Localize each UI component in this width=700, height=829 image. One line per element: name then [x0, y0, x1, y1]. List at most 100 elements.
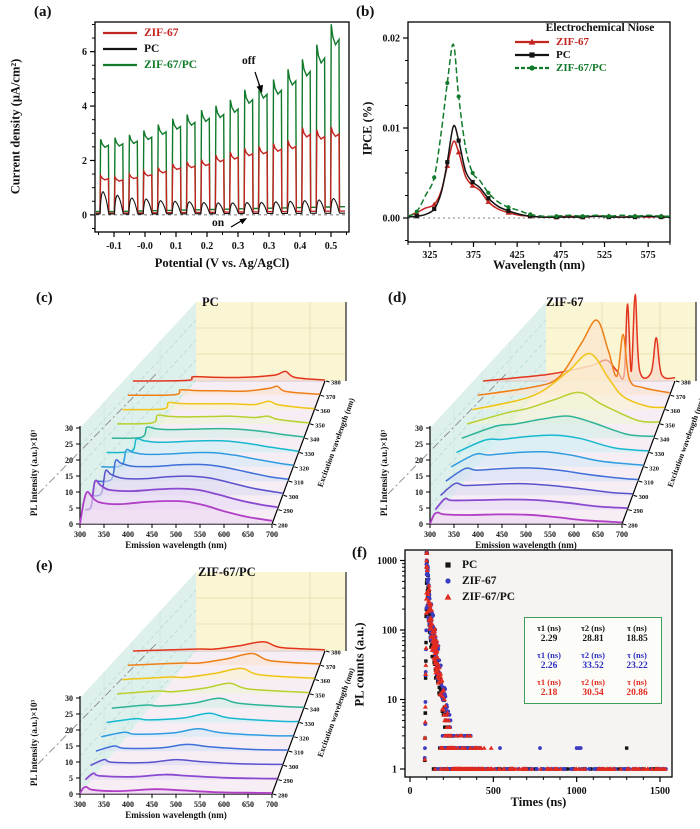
- svg-text:15: 15: [415, 472, 423, 481]
- panel-b: 325 375 425 475 525 575 0.00 0.01 0.02 (b) Elect…: [350, 0, 700, 288]
- svg-text:0.2: 0.2: [201, 241, 214, 252]
- svg-text:0.01: 0.01: [383, 124, 401, 135]
- svg-text:340: 340: [310, 437, 320, 444]
- svg-text:550: 550: [194, 800, 206, 809]
- svg-text:650: 650: [242, 800, 254, 809]
- svg-text:20: 20: [415, 456, 423, 465]
- table-header-cell: τ1 (ns): [537, 650, 561, 660]
- svg-text:380: 380: [331, 380, 341, 387]
- legend-marker-line-icon: [103, 47, 137, 51]
- legend-label: PC: [144, 43, 160, 55]
- svg-text:500: 500: [520, 530, 532, 539]
- svg-text:15: 15: [65, 742, 73, 751]
- svg-text:475: 475: [553, 250, 568, 261]
- svg-text:10: 10: [65, 488, 73, 497]
- svg-text:30: 30: [415, 424, 423, 433]
- svg-text:0.1: 0.1: [170, 241, 183, 252]
- svg-text:280: 280: [278, 523, 288, 530]
- table-value-cell: 33.52: [582, 661, 604, 671]
- table-value-cell: 18.85: [626, 634, 648, 644]
- svg-text:0: 0: [419, 520, 423, 529]
- legend-item-zif-67-pc: ZIF-67/PC: [440, 591, 515, 603]
- svg-text:290: 290: [633, 508, 643, 515]
- svg-text:550: 550: [194, 530, 206, 539]
- svg-text:310: 310: [294, 750, 304, 757]
- svg-text:310: 310: [644, 480, 654, 487]
- svg-text:0: 0: [82, 210, 87, 221]
- legend-label: ZIF-67: [144, 27, 179, 39]
- svg-text:0.4: 0.4: [294, 241, 307, 252]
- table-header-cell: τ2 (ns): [581, 623, 605, 633]
- svg-text:10: 10: [387, 695, 397, 706]
- legend-label: ZIF-67/PC: [144, 59, 198, 71]
- svg-text:6: 6: [82, 47, 87, 58]
- legend-marker-triangle-icon: [515, 38, 549, 45]
- svg-text:25: 25: [65, 440, 73, 449]
- svg-text:10: 10: [415, 488, 423, 497]
- svg-text:5: 5: [69, 774, 73, 783]
- legend-marker-square-icon: [445, 562, 451, 568]
- svg-text:350: 350: [665, 422, 675, 429]
- legend-marker-line-icon: [103, 63, 137, 67]
- svg-text:15: 15: [65, 472, 73, 481]
- table-header-cell: τ1 (ns): [537, 677, 561, 687]
- panel-e: 0 5 10 15 20 25 30 300 350 400 450 500 550 600 650 700 2…: [0, 558, 356, 829]
- svg-text:700: 700: [616, 530, 628, 539]
- panel-b-xlabel: Wavelength (nm): [492, 258, 585, 272]
- table-value-cell: 2.29: [540, 634, 558, 644]
- panel-d: 0 5 10 15 20 25 30 300 350 400 450 500 550 600 650 700 2…: [350, 288, 700, 558]
- svg-text:500: 500: [486, 786, 501, 797]
- svg-text:100: 100: [382, 626, 397, 637]
- panel-f-ylabel: PL counts (a.u.): [352, 622, 367, 707]
- svg-text:1500: 1500: [650, 786, 670, 797]
- svg-text:350: 350: [315, 422, 325, 429]
- svg-text:340: 340: [660, 437, 670, 444]
- panel-a-legend: ZIF-67 PC ZIF-67/PC: [102, 27, 197, 71]
- legend-item-pc: PC: [440, 559, 515, 571]
- svg-text:1000: 1000: [567, 786, 587, 797]
- panel-d-xlabel: Emission wavelength (nm): [475, 540, 577, 550]
- svg-text:370: 370: [326, 664, 336, 671]
- svg-text:-0.1: -0.1: [106, 241, 122, 252]
- svg-text:325: 325: [422, 250, 437, 261]
- panel-a-annotation-on: on: [212, 217, 225, 229]
- panel-d-letter: (d): [388, 290, 407, 306]
- svg-text:330: 330: [655, 451, 665, 458]
- panel-a-xlabel: Potential (V vs. Ag/AgCl): [154, 256, 290, 270]
- svg-text:600: 600: [218, 530, 230, 539]
- panel-e-title: ZIF-67/PC: [198, 565, 256, 579]
- svg-text:300: 300: [424, 530, 436, 539]
- legend-item-pc: PC: [514, 49, 694, 61]
- svg-text:20: 20: [65, 456, 73, 465]
- panel-c-letter: (c): [36, 290, 53, 306]
- panel-a: 0 2 4 6 -0.1 -0.0 0.1 0.2 0.3 0.3 0.4 0.5 (a) ZIF-6…: [0, 0, 350, 288]
- svg-text:0.00: 0.00: [383, 214, 401, 225]
- svg-text:10: 10: [65, 758, 73, 767]
- svg-text:400: 400: [122, 800, 134, 809]
- svg-text:2: 2: [82, 156, 87, 167]
- svg-text:1: 1: [392, 765, 397, 776]
- svg-text:350: 350: [315, 692, 325, 699]
- svg-text:320: 320: [299, 735, 309, 742]
- legend-item-zif-67: ZIF-67: [514, 36, 694, 48]
- table-header-cell: τ1 (ns): [537, 623, 561, 633]
- svg-text:330: 330: [305, 451, 315, 458]
- svg-text:0: 0: [69, 790, 73, 799]
- legend-marker-circle-icon: [515, 65, 549, 71]
- svg-text:340: 340: [310, 707, 320, 714]
- panel-b-plot: 325 375 425 475 525 575 0.00 0.01 0.02: [383, 21, 671, 261]
- panel-a-plot: 0 2 4 6 -0.1 -0.0 0.1 0.2 0.3 0.3 0.4 0.5: [82, 21, 350, 252]
- panel-a-annotation-off: off: [242, 55, 256, 67]
- svg-text:30: 30: [65, 694, 73, 703]
- panel-f-letter: (f): [352, 545, 367, 561]
- panel-e-xlabel: Emission wavelength (nm): [125, 810, 227, 820]
- svg-text:280: 280: [628, 523, 638, 530]
- panel-c-xlabel: Emission wavelength (nm): [125, 540, 227, 550]
- table-value-cell: 20.86: [626, 688, 648, 698]
- panel-f-legend: PC ZIF-67 ZIF-67/PC: [440, 559, 515, 603]
- svg-text:600: 600: [218, 800, 230, 809]
- panel-e-letter: (e): [36, 558, 53, 574]
- svg-text:300: 300: [289, 494, 299, 501]
- table-header-cell: τ2 (ns): [581, 677, 605, 687]
